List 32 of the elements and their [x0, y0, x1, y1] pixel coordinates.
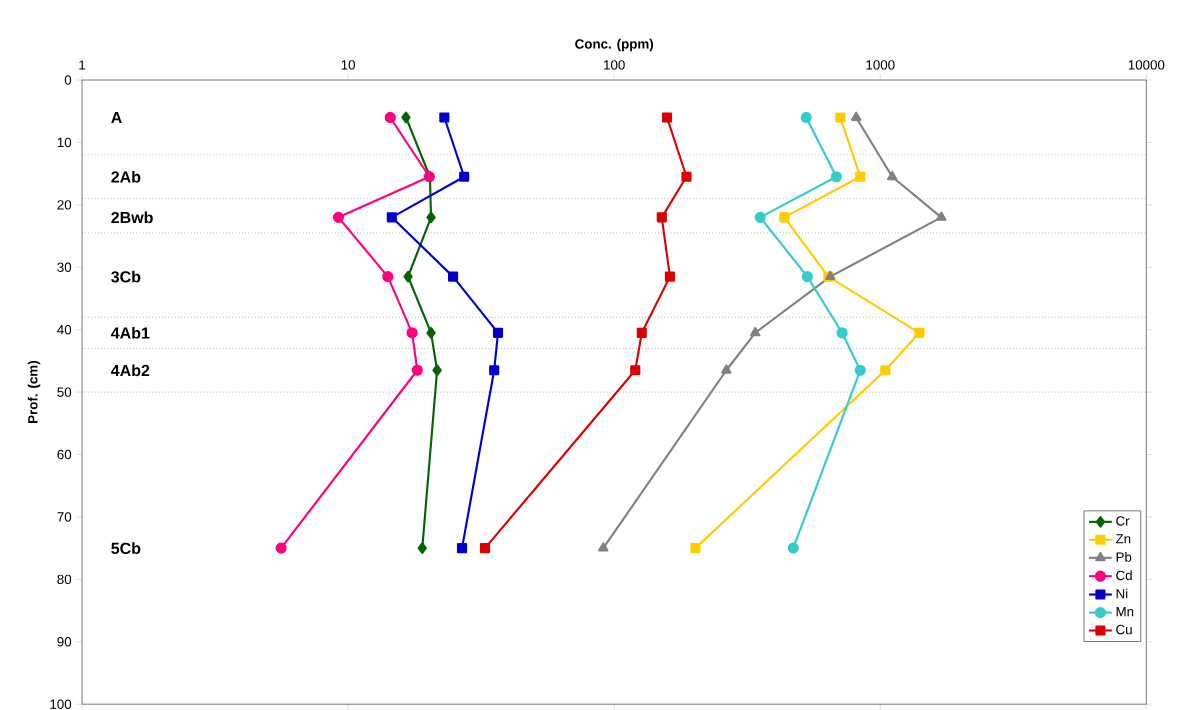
y-tick-label: 100 [50, 699, 72, 709]
legend-label: Mn [1116, 606, 1134, 617]
y-tick-label: 70 [57, 512, 72, 522]
annotation: 2Ab [111, 170, 141, 183]
legend-label: Ni [1116, 588, 1128, 599]
y-tick-label: 30 [57, 262, 72, 272]
y-tick-label: 50 [57, 387, 72, 397]
x-axis-title: Conc. (ppm) [575, 38, 654, 52]
legend-label: Cd [1116, 570, 1132, 581]
x-tick-label: 1 [79, 60, 86, 70]
annotation: 2Bwb [111, 211, 153, 224]
y-axis-title: Prof. (cm) [27, 360, 41, 423]
legend-label: Cr [1116, 516, 1130, 526]
x-tick-label: 100 [604, 60, 625, 70]
x-tick-label: 10000 [1128, 60, 1165, 70]
legend-label: Zn [1115, 534, 1131, 544]
legend-label: Cu [1116, 624, 1132, 635]
y-tick-label: 0 [64, 75, 72, 85]
y-tick-label: 40 [57, 324, 72, 335]
y-tick-label: 90 [57, 636, 72, 647]
annotation: 5Cb [111, 542, 141, 554]
y-tick-label: 80 [57, 574, 72, 584]
y-tick-label: 10 [57, 137, 72, 148]
annotation: A [111, 111, 122, 123]
y-tick-label: 20 [57, 200, 72, 210]
x-tick-label: 1000 [866, 60, 895, 70]
legend-label: Pb [1116, 551, 1132, 562]
y-tick-label: 60 [57, 449, 72, 460]
annotation: 4Ab2 [111, 364, 150, 377]
x-tick-label: 10 [341, 60, 356, 70]
annotation: 4Ab1 [111, 326, 150, 339]
annotation: 3Cb [111, 270, 141, 283]
